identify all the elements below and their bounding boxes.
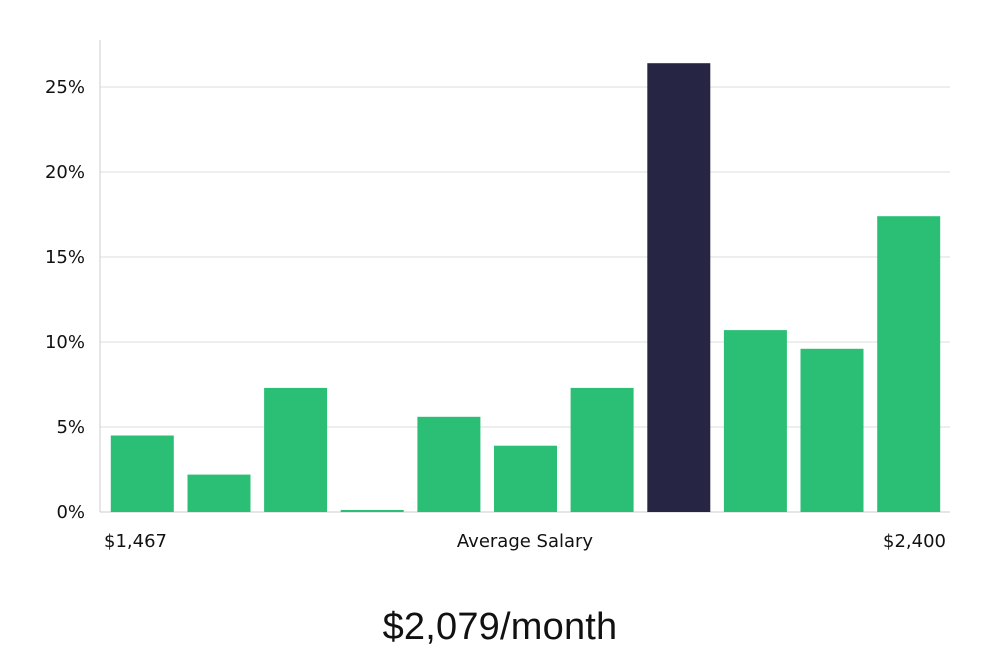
- bar: [340, 510, 404, 512]
- bar: [417, 416, 481, 512]
- y-tick-label: 25%: [45, 77, 85, 98]
- bar: [570, 387, 634, 512]
- y-tick-label: 0%: [56, 502, 85, 523]
- bar-highlighted: [647, 63, 711, 512]
- y-tick-label: 10%: [45, 332, 85, 353]
- average-salary-headline: $2,079/month: [382, 606, 618, 648]
- x-axis-max-label: $2,400: [883, 531, 946, 552]
- bar: [494, 445, 557, 512]
- y-tick-label: 5%: [56, 417, 85, 438]
- bar: [187, 474, 251, 512]
- bar: [800, 348, 864, 512]
- bar: [264, 387, 328, 512]
- y-tick-label: 20%: [45, 162, 85, 183]
- bars: [110, 63, 941, 512]
- y-tick-label: 15%: [45, 247, 85, 268]
- x-axis-min-label: $1,467: [104, 531, 167, 552]
- x-axis-title: Average Salary: [457, 531, 594, 552]
- y-tick-labels: 0% 5% 10% 15% 20% 25%: [45, 77, 85, 523]
- bar: [110, 435, 174, 512]
- salary-histogram: 0% 5% 10% 15% 20% 25% $1,467 Average Salary $…: [45, 40, 950, 552]
- bar: [877, 216, 941, 512]
- bar: [723, 330, 787, 512]
